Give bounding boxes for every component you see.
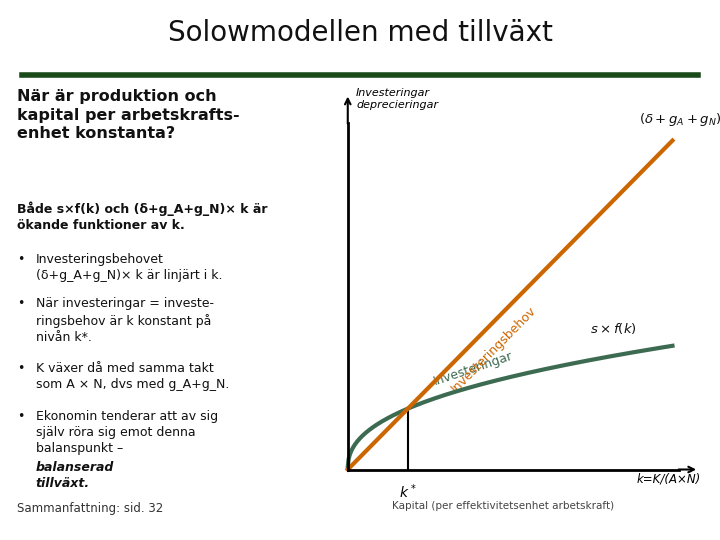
Text: Investeringar
deprecieringar: Investeringar deprecieringar: [356, 88, 438, 110]
Text: •: •: [17, 298, 24, 310]
Text: K växer då med samma takt
som A × N, dvs med g_A+g_N.: K växer då med samma takt som A × N, dvs…: [36, 362, 229, 392]
Text: Investeringar: Investeringar: [431, 349, 514, 388]
Text: Ekonomin tenderar att av sig
själv röra sig emot denna
balanspunkt –: Ekonomin tenderar att av sig själv röra …: [36, 409, 218, 455]
Text: $(\delta+g_A+g_N)\times k$: $(\delta+g_A+g_N)\times k$: [639, 111, 720, 128]
Text: •: •: [17, 253, 24, 266]
Text: Investeringsbehov: Investeringsbehov: [449, 304, 539, 395]
Text: Både s×f(k) och (δ+g_A+g_N)× k är
ökande funktioner av k.: Både s×f(k) och (δ+g_A+g_N)× k är ökande…: [17, 201, 267, 232]
Text: balanserad
tillväxt.: balanserad tillväxt.: [36, 461, 114, 490]
Text: •: •: [17, 362, 24, 375]
Text: k=K/(A×N): k=K/(A×N): [636, 472, 701, 485]
Text: $k^*$: $k^*$: [399, 482, 417, 501]
Text: Solowmodellen med tillväxt: Solowmodellen med tillväxt: [168, 19, 552, 47]
Text: Kapital (per effektivitetsenhet arbetskraft): Kapital (per effektivitetsenhet arbetskr…: [392, 501, 615, 510]
Text: $s\times f\left(k\right)$: $s\times f\left(k\right)$: [590, 321, 636, 335]
Text: •: •: [17, 409, 24, 422]
Text: När investeringar = investe-
ringsbehov är k konstant på
nivån k*.: När investeringar = investe- ringsbehov …: [36, 298, 214, 344]
Text: Sammanfattning: sid. 32: Sammanfattning: sid. 32: [17, 502, 163, 515]
Text: När är produktion och
kapital per arbetskrafts-
enhet konstanta?: När är produktion och kapital per arbets…: [17, 89, 239, 141]
Text: Investeringsbehovet
(δ+g_A+g_N)× k är linjärt i k.: Investeringsbehovet (δ+g_A+g_N)× k är li…: [36, 253, 222, 282]
